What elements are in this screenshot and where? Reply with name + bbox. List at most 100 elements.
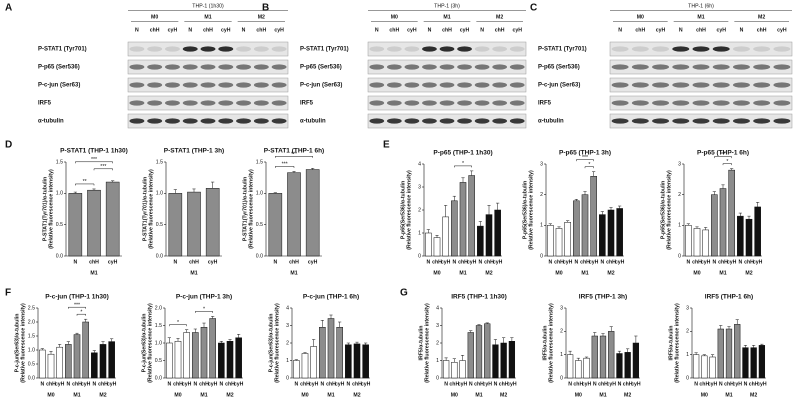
x-tick-label: chH — [718, 259, 728, 265]
x-tick-label: cyH — [55, 381, 65, 387]
blot-band — [773, 64, 791, 70]
y-axis-label: (Relative fluorescence intensity) — [674, 303, 680, 383]
y-tick-label: 1 — [436, 358, 439, 364]
x-tick-label: chH — [300, 381, 310, 387]
bar — [555, 228, 563, 257]
error-bar — [502, 337, 506, 343]
y-tick-label: 1.0 — [155, 340, 162, 346]
chart-title: P-STAT1 (THP-1 3h) — [164, 148, 224, 155]
significance-label: * — [726, 159, 728, 165]
error-bar — [346, 342, 350, 345]
bar — [187, 191, 201, 257]
blot-lane: N — [375, 27, 379, 33]
significance-label: ** — [83, 179, 87, 185]
x-tick-label: N — [469, 381, 473, 387]
x-tick-label: cyH — [441, 259, 451, 265]
bar — [475, 325, 483, 379]
error-bar — [574, 199, 578, 201]
blot-band — [404, 46, 420, 52]
y-tick-label: 1 — [418, 230, 421, 236]
error-bar — [167, 337, 171, 343]
blot-band — [652, 64, 670, 70]
error-bar — [40, 348, 44, 350]
y-tick-label: 3 — [540, 161, 543, 167]
group-label: M1 — [725, 392, 732, 398]
chart-title: P-c-jun (THP-1 3h) — [176, 294, 232, 301]
blot-group: M1 — [443, 14, 450, 20]
error-bar — [584, 356, 589, 359]
error-bar — [756, 202, 760, 207]
panel-letter: G — [400, 288, 408, 299]
x-tick-label: N — [548, 259, 552, 265]
blot-row-label: α-tubulin — [538, 119, 564, 125]
blot-band — [753, 46, 771, 52]
bar — [287, 172, 301, 257]
blot-band — [439, 64, 455, 70]
error-bar — [568, 350, 572, 355]
bar — [226, 341, 234, 379]
y-tick-label: 0 — [436, 375, 439, 381]
bar — [183, 332, 190, 379]
y-tick-label: 0.5 — [155, 358, 162, 364]
group-label: M1 — [200, 392, 207, 398]
error-bar — [609, 326, 613, 332]
x-tick-label: cyH — [308, 259, 318, 265]
blot-lane: N — [740, 27, 744, 33]
bar — [719, 188, 727, 257]
error-bar — [485, 322, 489, 324]
significance-label: * — [462, 161, 464, 167]
bar — [293, 360, 300, 379]
blot-band — [182, 100, 198, 106]
bar — [301, 353, 309, 379]
blot-band — [457, 82, 472, 88]
blot-lane: cyH — [716, 27, 726, 33]
bar — [327, 318, 335, 379]
x-tick-label: chH — [72, 381, 82, 387]
x-tick-label: chH — [573, 381, 583, 387]
bar — [725, 328, 733, 379]
blot-band — [369, 46, 385, 52]
bar — [701, 355, 708, 379]
blot-band — [404, 64, 420, 70]
group-label: M0 — [301, 392, 308, 398]
x-tick-label: N — [40, 381, 44, 387]
group-label: M2 — [99, 392, 106, 398]
error-bar — [747, 215, 751, 220]
x-tick-label: cyH — [708, 381, 718, 387]
chart-title: P-p65 (THP-1 1h30) — [433, 150, 492, 157]
y-axis-label: (Relative fluorescence intensity) — [274, 303, 280, 383]
bar — [68, 193, 83, 257]
blot-band — [672, 46, 690, 52]
significance-bracket — [195, 311, 213, 313]
blot-lane: cyH — [512, 27, 522, 33]
blot-band — [200, 82, 216, 88]
error-bar — [452, 195, 456, 201]
blot-band — [164, 100, 180, 106]
chart-title: IRF5 (THP-1 3h) — [579, 294, 627, 301]
significance-bracket — [576, 159, 594, 162]
error-bar — [721, 184, 725, 189]
blot-band — [652, 118, 670, 124]
blot-lane: chH — [389, 27, 399, 33]
y-axis-label: (Relative fluorescence intensity) — [424, 303, 430, 383]
group-label: M2 — [750, 392, 757, 398]
chart-title: P-c-jun (THP-1 6h) — [303, 294, 359, 301]
blot-band — [474, 64, 490, 70]
blot-band — [611, 64, 629, 70]
blot-band — [692, 64, 710, 70]
error-bar — [760, 343, 764, 346]
y-axis-label: (Relative fluorescence intensity) — [528, 170, 534, 250]
bar — [209, 318, 216, 379]
significance-bracket — [169, 324, 187, 327]
group-label: M1 — [190, 270, 197, 276]
y-tick-label: 4 — [418, 161, 421, 167]
blot-band — [492, 64, 508, 70]
blot-band — [422, 100, 437, 106]
blot-band — [712, 64, 730, 70]
bar — [39, 349, 46, 379]
bar — [616, 208, 623, 257]
blot-band — [439, 82, 455, 88]
blot-lane: chH — [635, 27, 645, 33]
x-tick-label: N — [273, 259, 277, 265]
bar — [467, 332, 474, 379]
